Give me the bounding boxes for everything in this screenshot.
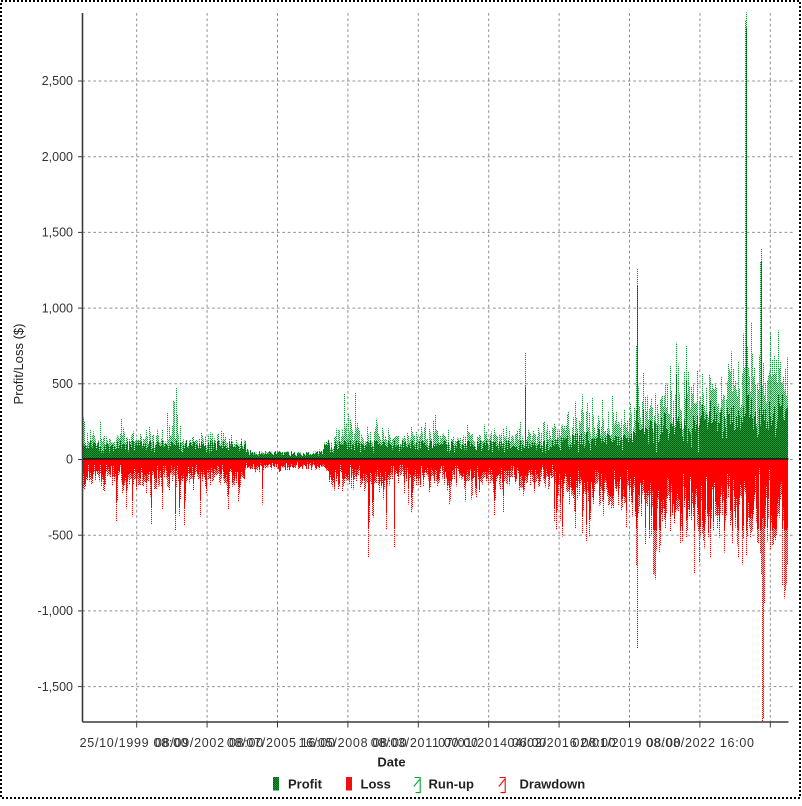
svg-text:2,500: 2,500 bbox=[42, 74, 73, 88]
svg-text:Run-up: Run-up bbox=[429, 777, 475, 792]
svg-text:-500: -500 bbox=[48, 528, 73, 542]
svg-text:Profit: Profit bbox=[288, 777, 323, 792]
svg-text:08/09/2002 08:00: 08/09/2002 08:00 bbox=[155, 736, 264, 750]
svg-text:Loss: Loss bbox=[361, 777, 391, 792]
svg-text:Profit/Loss ($): Profit/Loss ($) bbox=[11, 324, 26, 405]
svg-text:25/10/1999 08:00: 25/10/1999 08:00 bbox=[80, 736, 189, 750]
svg-text:1,000: 1,000 bbox=[42, 301, 73, 315]
svg-text:-1,500: -1,500 bbox=[38, 680, 73, 694]
svg-text:2,000: 2,000 bbox=[42, 150, 73, 164]
svg-text:-1,000: -1,000 bbox=[38, 604, 73, 618]
svg-text:1,500: 1,500 bbox=[42, 226, 73, 240]
svg-text:500: 500 bbox=[52, 377, 73, 391]
svg-text:Date: Date bbox=[377, 755, 405, 770]
svg-text:08/08/2022 16:00: 08/08/2022 16:00 bbox=[646, 736, 755, 750]
svg-text:0: 0 bbox=[66, 453, 73, 467]
svg-text:16/05/2008 08:00: 16/05/2008 08:00 bbox=[299, 736, 408, 750]
svg-text:08/03/2011 00:00: 08/03/2011 00:00 bbox=[371, 736, 479, 750]
svg-text:04/02/2016 08:00: 04/02/2016 08:00 bbox=[508, 736, 617, 750]
svg-text:07/01/2014 06:00: 07/01/2014 06:00 bbox=[438, 736, 547, 750]
svg-text:Drawdown: Drawdown bbox=[520, 777, 586, 792]
svg-text:08/07/2005 16:00: 08/07/2005 16:00 bbox=[227, 736, 336, 750]
svg-text:02/01/2019 08:00: 02/01/2019 08:00 bbox=[573, 736, 682, 750]
